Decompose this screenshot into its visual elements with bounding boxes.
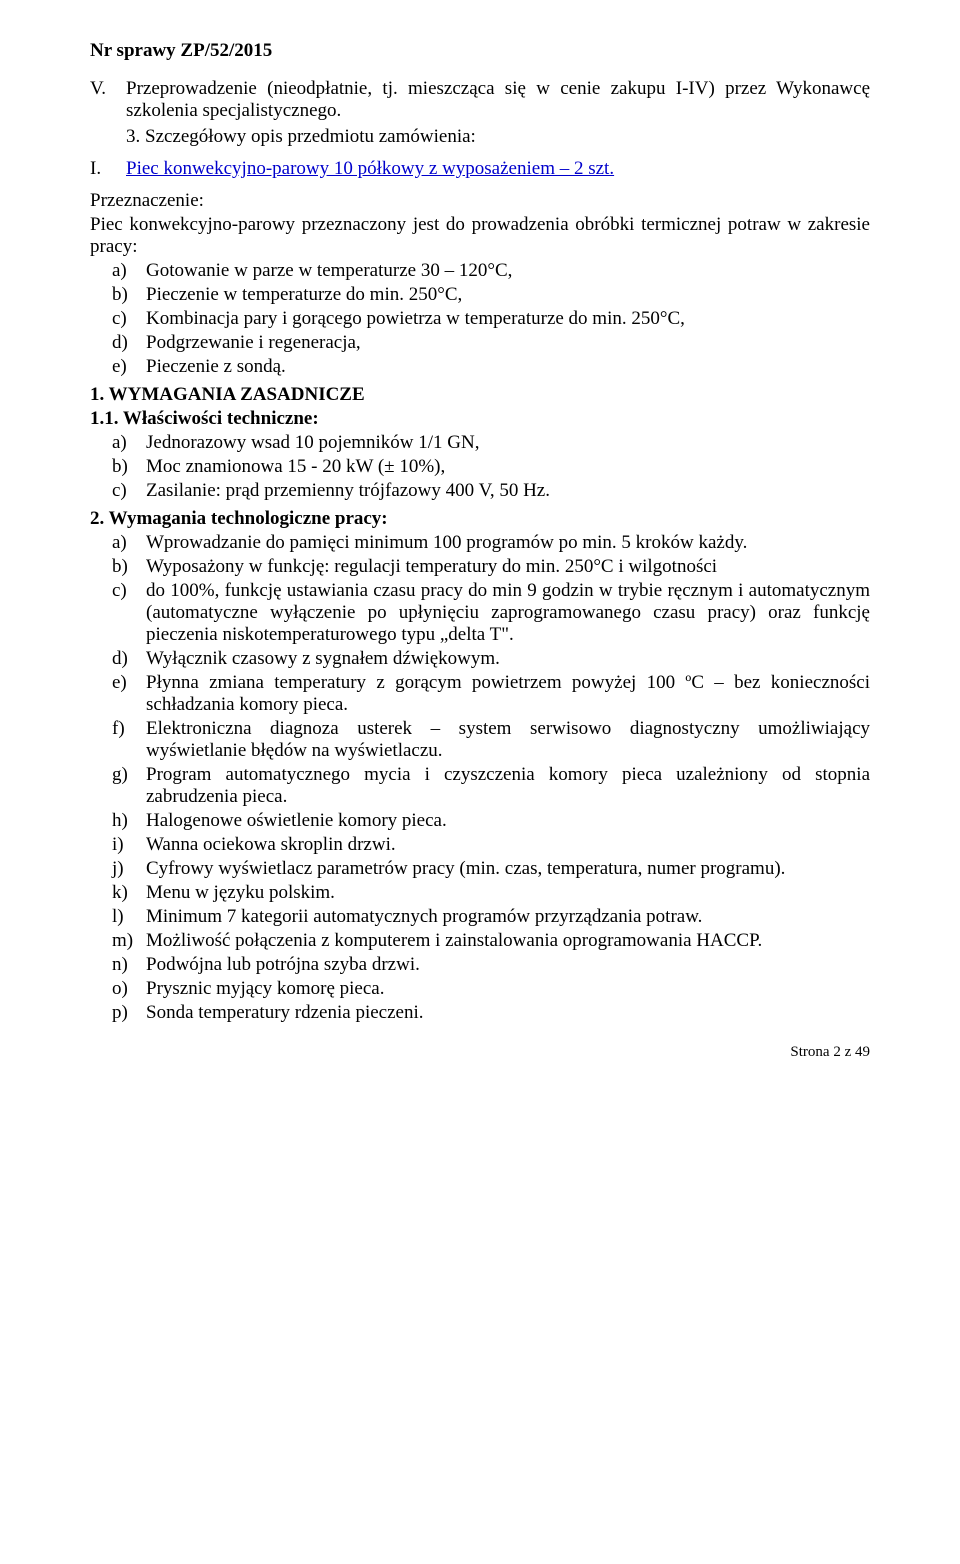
li-label: a) xyxy=(90,532,146,554)
list-item: m)Możliwość połączenia z komputerem i za… xyxy=(90,930,870,952)
li-label: i) xyxy=(90,834,146,856)
li-label: b) xyxy=(90,456,146,478)
li-body: Wanna ociekowa skroplin drzwi. xyxy=(146,834,870,856)
list-item: f)Elektroniczna diagnoza usterek – syste… xyxy=(90,718,870,762)
designation-label: Przeznaczenie: xyxy=(90,190,870,212)
document-page: Nr sprawy ZP/52/2015 V. Przeprowadzenie … xyxy=(0,0,960,1101)
list-item: c)Kombinacja pary i gorącego powietrza w… xyxy=(90,308,870,330)
list-item: c)do 100%, funkcję ustawiania czasu prac… xyxy=(90,580,870,646)
list-item: b)Moc znamionowa 15 - 20 kW (± 10%), xyxy=(90,456,870,478)
list-item: a)Gotowanie w parze w temperaturze 30 – … xyxy=(90,260,870,282)
li-body: Podgrzewanie i regeneracja, xyxy=(146,332,870,354)
case-number: Nr sprawy ZP/52/2015 xyxy=(90,40,870,62)
li-body: Pieczenie w temperaturze do min. 250°C, xyxy=(146,284,870,306)
section-1-1: 1.1. Właściwości techniczne: xyxy=(90,408,870,430)
li-body: Podwójna lub potrójna szyba drzwi. xyxy=(146,954,870,976)
li-body: Sonda temperatury rdzenia pieczeni. xyxy=(146,1002,870,1024)
section-2: 2. Wymagania technologiczne pracy: xyxy=(90,508,870,530)
item-i: I. Piec konwekcyjno-parowy 10 półkowy z … xyxy=(90,158,870,180)
li-label: e) xyxy=(90,356,146,378)
li-label: c) xyxy=(90,580,146,646)
li-label: d) xyxy=(90,648,146,670)
li-body: Jednorazowy wsad 10 pojemników 1/1 GN, xyxy=(146,432,870,454)
li-label: g) xyxy=(90,764,146,808)
li-label: h) xyxy=(90,810,146,832)
list-item: e)Pieczenie z sondą. xyxy=(90,356,870,378)
list-item: b)Wyposażony w funkcję: regulacji temper… xyxy=(90,556,870,578)
list-item: a)Wprowadzanie do pamięci minimum 100 pr… xyxy=(90,532,870,554)
li-label: c) xyxy=(90,308,146,330)
list-item: i)Wanna ociekowa skroplin drzwi. xyxy=(90,834,870,856)
li-label: e) xyxy=(90,672,146,716)
li-body: Wyłącznik czasowy z sygnałem dźwiękowym. xyxy=(146,648,870,670)
li-body: Możliwość połączenia z komputerem i zain… xyxy=(146,930,870,952)
li-label: b) xyxy=(90,556,146,578)
list-item: d)Wyłącznik czasowy z sygnałem dźwiękowy… xyxy=(90,648,870,670)
li-body: Elektroniczna diagnoza usterek – system … xyxy=(146,718,870,762)
item-v: V. Przeprowadzenie (nieodpłatnie, tj. mi… xyxy=(90,78,870,122)
item-v-label: V. xyxy=(90,78,126,122)
li-label: j) xyxy=(90,858,146,880)
li-body: Minimum 7 kategorii automatycznych progr… xyxy=(146,906,870,928)
li-body: Menu w języku polskim. xyxy=(146,882,870,904)
list-designation: a)Gotowanie w parze w temperaturze 30 – … xyxy=(90,260,870,378)
li-label: c) xyxy=(90,480,146,502)
li-body: Płynna zmiana temperatury z gorącym powi… xyxy=(146,672,870,716)
li-body: Zasilanie: prąd przemienny trójfazowy 40… xyxy=(146,480,870,502)
list-technological: a)Wprowadzanie do pamięci minimum 100 pr… xyxy=(90,532,870,1024)
li-label: f) xyxy=(90,718,146,762)
item-3: 3. Szczegółowy opis przedmiotu zamówieni… xyxy=(126,126,870,148)
li-label: d) xyxy=(90,332,146,354)
item-i-text: Piec konwekcyjno-parowy 10 półkowy z wyp… xyxy=(126,158,614,179)
li-body: Wyposażony w funkcję: regulacji temperat… xyxy=(146,556,870,578)
li-body: Wprowadzanie do pamięci minimum 100 prog… xyxy=(146,532,870,554)
li-label: a) xyxy=(90,260,146,282)
li-body: Pieczenie z sondą. xyxy=(146,356,870,378)
list-technical: a)Jednorazowy wsad 10 pojemników 1/1 GN,… xyxy=(90,432,870,502)
section-1: 1. WYMAGANIA ZASADNICZE xyxy=(90,384,870,406)
list-item: n)Podwójna lub potrójna szyba drzwi. xyxy=(90,954,870,976)
item-i-label: I. xyxy=(90,158,126,180)
list-item: k)Menu w języku polskim. xyxy=(90,882,870,904)
li-label: k) xyxy=(90,882,146,904)
li-body: Prysznic myjący komorę pieca. xyxy=(146,978,870,1000)
list-item: b)Pieczenie w temperaturze do min. 250°C… xyxy=(90,284,870,306)
list-item: p)Sonda temperatury rdzenia pieczeni. xyxy=(90,1002,870,1024)
list-item: a)Jednorazowy wsad 10 pojemników 1/1 GN, xyxy=(90,432,870,454)
li-label: a) xyxy=(90,432,146,454)
li-label: o) xyxy=(90,978,146,1000)
list-item: e)Płynna zmiana temperatury z gorącym po… xyxy=(90,672,870,716)
li-body: Cyfrowy wyświetlacz parametrów pracy (mi… xyxy=(146,858,870,880)
li-body: Moc znamionowa 15 - 20 kW (± 10%), xyxy=(146,456,870,478)
item-v-text: Przeprowadzenie (nieodpłatnie, tj. miesz… xyxy=(126,78,870,122)
list-item: o)Prysznic myjący komorę pieca. xyxy=(90,978,870,1000)
li-body: Program automatycznego mycia i czyszczen… xyxy=(146,764,870,808)
li-label: b) xyxy=(90,284,146,306)
li-body: Halogenowe oświetlenie komory pieca. xyxy=(146,810,870,832)
list-item: j)Cyfrowy wyświetlacz parametrów pracy (… xyxy=(90,858,870,880)
li-label: p) xyxy=(90,1002,146,1024)
li-label: l) xyxy=(90,906,146,928)
list-item: h)Halogenowe oświetlenie komory pieca. xyxy=(90,810,870,832)
li-label: n) xyxy=(90,954,146,976)
list-item: c)Zasilanie: prąd przemienny trójfazowy … xyxy=(90,480,870,502)
li-body: Gotowanie w parze w temperaturze 30 – 12… xyxy=(146,260,870,282)
li-body: do 100%, funkcję ustawiania czasu pracy … xyxy=(146,580,870,646)
page-footer: Strona 2 z 49 xyxy=(90,1044,870,1061)
list-item: d)Podgrzewanie i regeneracja, xyxy=(90,332,870,354)
designation-text: Piec konwekcyjno-parowy przeznaczony jes… xyxy=(90,214,870,258)
li-label: m) xyxy=(90,930,146,952)
list-item: l)Minimum 7 kategorii automatycznych pro… xyxy=(90,906,870,928)
li-body: Kombinacja pary i gorącego powietrza w t… xyxy=(146,308,870,330)
list-item: g)Program automatycznego mycia i czyszcz… xyxy=(90,764,870,808)
